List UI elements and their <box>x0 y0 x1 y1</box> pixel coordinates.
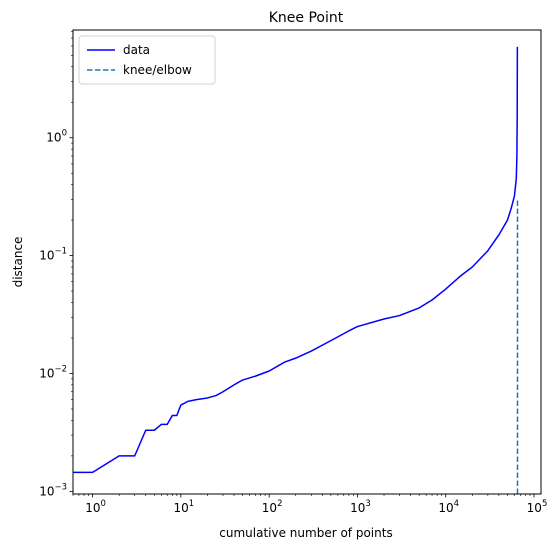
x-tick-label-2: 102 <box>262 499 283 515</box>
y-tick-label-1-base: 10 <box>39 366 54 380</box>
x-tick-label-5-exponent: 5 <box>542 499 547 509</box>
series-line-data <box>73 46 519 474</box>
x-tick-label-4-base: 10 <box>438 501 453 515</box>
x-tick-label-1-base: 10 <box>174 501 189 515</box>
legend-label-0: data <box>123 43 150 57</box>
x-axis-label: cumulative number of points <box>219 526 392 540</box>
legend: data knee/elbow <box>78 35 216 85</box>
x-tick-label-0-exponent: 0 <box>101 499 106 509</box>
x-tick-label-4: 104 <box>438 499 459 515</box>
x-tick-label-1: 101 <box>174 499 195 515</box>
y-tick-label-3-exponent: 0 <box>62 129 67 139</box>
x-tick-label-0-base: 10 <box>85 501 100 515</box>
x-tick-label-5: 105 <box>527 499 548 515</box>
x-tick-label-0: 100 <box>85 499 106 515</box>
y-tick-label-0: 10−3 <box>39 482 67 498</box>
x-tick-label-2-exponent: 2 <box>277 499 282 509</box>
y-tick-label-2-base: 10 <box>39 249 54 263</box>
y-tick-label-3: 100 <box>46 129 67 145</box>
y-axis-label: distance <box>11 237 25 288</box>
y-tick-label-1-exponent: −2 <box>54 364 67 374</box>
legend-box <box>78 35 216 85</box>
y-tick-label-2: 10−1 <box>39 247 67 263</box>
y-tick-label-1: 10−2 <box>39 364 67 380</box>
y-tick-label-3-base: 10 <box>46 131 61 145</box>
y-tick-label-0-exponent: −3 <box>54 482 67 492</box>
x-tick-label-3: 103 <box>350 499 371 515</box>
chart-title: Knee Point <box>269 10 344 26</box>
plot-frame <box>72 29 542 495</box>
x-tick-label-3-base: 10 <box>350 501 365 515</box>
x-tick-label-5-base: 10 <box>527 501 542 515</box>
x-tick-label-2-base: 10 <box>262 501 277 515</box>
y-tick-label-2-exponent: −1 <box>54 247 67 257</box>
legend-label-1: knee/elbow <box>123 63 192 77</box>
x-tick-label-4-exponent: 4 <box>454 499 459 509</box>
x-tick-label-3-exponent: 3 <box>365 499 370 509</box>
y-tick-label-0-base: 10 <box>39 484 54 498</box>
x-tick-label-1-exponent: 1 <box>189 499 194 509</box>
